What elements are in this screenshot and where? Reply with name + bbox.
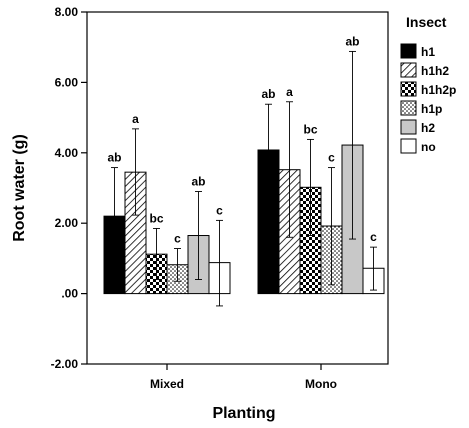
error-bar (111, 167, 118, 265)
error-bar (195, 191, 202, 280)
significance-label: c (370, 230, 377, 244)
legend-title: Insect (406, 14, 447, 30)
error-bar (349, 50, 356, 240)
error-bar (265, 103, 272, 197)
significance-label: ab (191, 175, 205, 189)
y-tick-label: 4.00 (55, 146, 79, 160)
legend-item-h1: h1 (400, 43, 435, 59)
x-tick-label: Mixed (150, 377, 184, 391)
legend-item-h2: h2 (400, 119, 435, 135)
significance-label: ab (345, 34, 359, 48)
legend-swatch (400, 119, 417, 135)
y-axis: -2.00 .00 2.00 4.00 6.00 8.00 (51, 5, 87, 371)
significance-label: c (216, 203, 223, 217)
legend-label: h1h2 (421, 64, 449, 78)
legend: Insect h1 h1h2 h1h2p h1p h2 no (400, 14, 456, 154)
error-bar (286, 101, 293, 238)
y-tick-label: .00 (61, 287, 78, 301)
legend-swatch (400, 81, 417, 97)
error-bar (174, 248, 181, 282)
error-bar (370, 246, 377, 291)
legend-label: h1 (421, 45, 435, 59)
legend-item-no: no (400, 138, 436, 154)
significance-label: bc (303, 122, 317, 136)
x-tick-label: Mono (305, 377, 337, 391)
y-axis-title: Root water (g) (11, 134, 28, 242)
error-bar (216, 219, 223, 307)
legend-label: h1h2p (421, 83, 456, 97)
error-bar (307, 138, 314, 236)
error-bar (132, 128, 139, 216)
significance-label: a (132, 112, 139, 126)
legend-swatch (400, 138, 417, 154)
legend-label: h1p (421, 102, 442, 116)
x-axis-title: Planting (212, 405, 275, 422)
legend-label: h2 (421, 121, 435, 135)
significance-label: c (328, 151, 335, 165)
significance-label: ab (261, 87, 275, 101)
legend-label: no (421, 140, 436, 154)
significance-label: bc (149, 211, 163, 225)
significance-label: a (286, 85, 293, 99)
significance-label: ab (107, 151, 121, 165)
y-tick-label: -2.00 (51, 357, 79, 371)
x-axis: Mixed Mono (150, 364, 337, 391)
legend-swatch (400, 43, 417, 59)
legend-item-h1h2: h1h2 (400, 62, 449, 78)
y-tick-label: 6.00 (55, 75, 79, 89)
legend-swatch (400, 62, 417, 78)
error-bar (153, 228, 160, 280)
significance-label: c (174, 232, 181, 246)
legend-item-h1p: h1p (400, 100, 442, 116)
y-tick-label: 2.00 (55, 216, 79, 230)
error-bar (328, 167, 335, 286)
plot-frame (86, 11, 389, 365)
legend-swatch (400, 100, 417, 116)
y-tick-label: 8.00 (55, 5, 79, 19)
legend-item-h1h2p: h1h2p (400, 81, 456, 97)
